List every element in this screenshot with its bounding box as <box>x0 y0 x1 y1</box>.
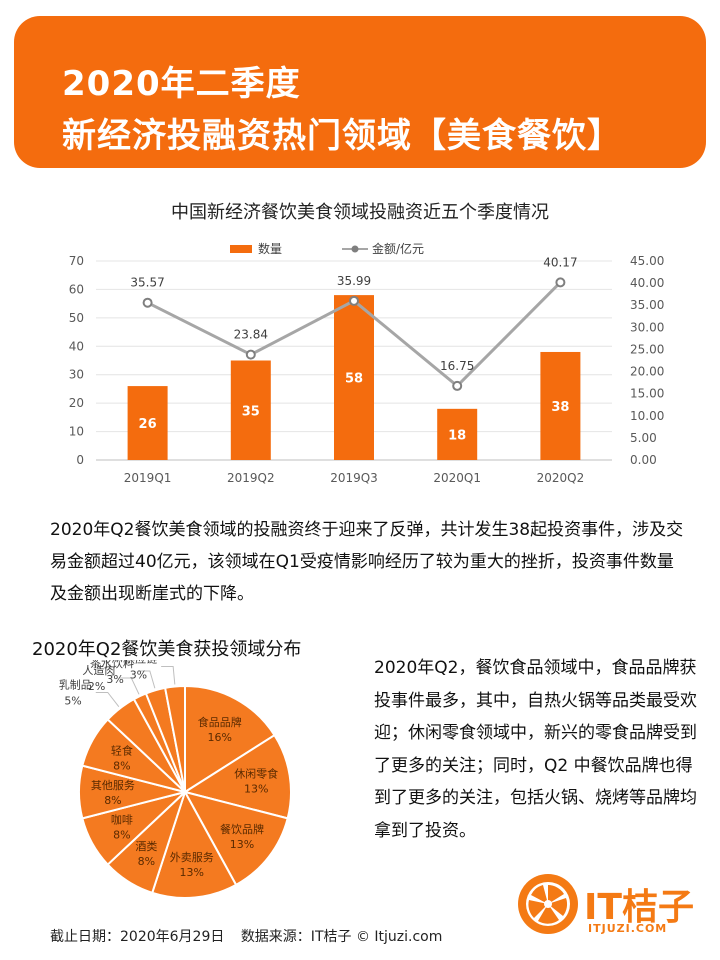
y-right-tick-label: 40.00 <box>630 276 664 290</box>
pie-pct: 3% <box>130 669 147 682</box>
y-right-tick-label: 45.00 <box>630 254 664 268</box>
y-left-tick-label: 30 <box>69 368 84 382</box>
pie-label: 其他服务 <box>91 779 135 792</box>
pie-pct: 8% <box>138 855 155 868</box>
line-point <box>452 380 463 391</box>
y-right-tick-label: 15.00 <box>630 387 664 401</box>
banner-title-line2: 新经济投融资热门领域【美食餐饮】 <box>62 116 622 156</box>
y-left-tick-label: 10 <box>69 425 84 439</box>
analysis-paragraph-1: 2020年Q2餐饮美食领域的投融资终于迎来了反弹，共计发生38起投资事件，涉及交… <box>50 520 684 604</box>
legend-label-count: 数量 <box>258 241 282 256</box>
pie-label: 乳制品 <box>59 678 92 691</box>
y-right-tick-label: 30.00 <box>630 320 664 334</box>
y-left-tick-label: 50 <box>69 311 84 325</box>
pie-pct: 3% <box>106 673 123 686</box>
line-point <box>245 349 256 360</box>
footer: 截止日期：2020年6月29日 数据来源：IT桔子 © Itjuzi.com <box>50 926 454 946</box>
line-point <box>142 297 153 308</box>
pie-label: 酒类 <box>135 839 157 853</box>
pie-label: 外卖服务 <box>170 851 214 864</box>
line-value-label: 40.17 <box>543 255 577 269</box>
orange-logo-icon <box>518 874 578 934</box>
y-left-tick-label: 70 <box>69 254 84 268</box>
logo-domain: ITJUZI.COM <box>588 922 668 935</box>
combo-chart-title: 中国新经济餐饮美食领域投融资近五个季度情况 <box>171 202 549 223</box>
pie-pct: 13% <box>180 866 204 879</box>
y-right-tick-label: 20.00 <box>630 365 664 379</box>
footer-source: 数据来源：IT桔子 © Itjuzi.com <box>240 929 443 945</box>
pie-label: 休闲零食 <box>234 767 278 781</box>
pie-label: 茶水饮料 <box>90 660 134 670</box>
x-tick-label: 2019Q1 <box>124 471 172 485</box>
line-value-label: 23.84 <box>234 328 268 342</box>
footer-date: 截止日期：2020年6月29日 <box>50 929 225 945</box>
x-tick-label: 2020Q2 <box>537 471 585 485</box>
line-value-label: 35.57 <box>130 276 164 290</box>
pie-pct: 16% <box>207 731 231 744</box>
banner-title-line1: 2020年二季度 <box>62 64 301 104</box>
bar-value-label: 26 <box>139 417 157 432</box>
pie-pct: 5% <box>64 694 81 707</box>
logo-name: IT桔子 <box>584 887 694 928</box>
pie-label: 食品品牌 <box>198 715 242 729</box>
pie-slice-食品品牌 <box>184 684 276 794</box>
y-left-tick-label: 60 <box>69 282 84 296</box>
bar-value-label: 58 <box>345 372 363 387</box>
y-right-tick-label: 5.00 <box>630 431 657 445</box>
y-left-tick-label: 0 <box>76 453 84 467</box>
pie-label: 人造肉 <box>82 663 115 677</box>
pie-pct: 13% <box>230 838 254 851</box>
y-left-tick-label: 20 <box>69 396 84 410</box>
bar-value-label: 18 <box>448 428 466 443</box>
pie-slice-外卖服务 <box>150 789 238 899</box>
bar-value-label: 38 <box>551 400 569 415</box>
legend-marker <box>351 245 359 253</box>
y-left-tick-label: 40 <box>69 339 84 353</box>
title-banner: 2020年二季度 新经济投融资热门领域【美食餐饮】 <box>14 16 706 168</box>
legend-swatch-bar <box>230 245 252 253</box>
pie-chart: 食品品牌 16% 休闲零食 13% 餐饮品牌 13% 外卖服务 13% 酒类 8% 咖啡 8% 其他服务… <box>59 660 292 899</box>
combo-chart: 0 10 20 30 40 50 60 70 0.00 5.00 10.00 15.00 20.00 25… <box>69 241 665 485</box>
x-tick-label: 2019Q3 <box>330 471 378 485</box>
bar-value-label: 35 <box>242 404 260 419</box>
pie-label: 供应链 <box>124 660 157 666</box>
line-value-label: 16.75 <box>440 359 474 373</box>
line-point <box>349 295 359 306</box>
line-point <box>555 277 566 288</box>
y-right-tick-label: 25.00 <box>630 342 664 356</box>
y-right-tick-label: 0.00 <box>630 453 657 467</box>
bar-2020Q2 <box>540 351 581 460</box>
pie-leader-line <box>161 666 176 685</box>
pie-slice-休闲零食 <box>182 733 292 820</box>
pie-pct: 8% <box>113 829 130 842</box>
y-right-tick-label: 10.00 <box>630 409 664 423</box>
pie-leader-line <box>137 670 156 689</box>
line-value-label: 35.99 <box>337 274 371 288</box>
pie-leader-line <box>119 677 140 695</box>
pie-label: 轻食 <box>111 743 133 757</box>
pie-slice-餐饮品牌 <box>183 790 289 887</box>
pie-pct: 8% <box>104 794 121 807</box>
bar-2019Q3 <box>334 295 374 460</box>
legend-label-amount: 金额/亿元 <box>372 241 424 256</box>
bar-2019Q1 <box>127 386 168 460</box>
y-right-tick-label: 35.00 <box>630 298 664 312</box>
pie-label: 咖啡 <box>111 813 133 827</box>
bar-2019Q2 <box>230 360 271 460</box>
pie-slice-供应链 <box>163 684 186 793</box>
pie-pct: 2% <box>88 680 105 693</box>
pie-label: 餐饮品牌 <box>220 822 264 836</box>
pie-pct: 8% <box>113 759 130 772</box>
x-tick-label: 2020Q1 <box>433 471 481 485</box>
pie-leader-line <box>95 691 120 707</box>
bar-2020Q1 <box>437 408 478 460</box>
x-tick-label: 2019Q2 <box>227 471 275 485</box>
pie-chart-title: 2020年Q2餐饮美食获投领域分布 <box>32 639 302 660</box>
pie-pct: 13% <box>244 783 268 796</box>
analysis-paragraph-2: 2020年Q2，餐饮食品领域中，食品品牌获投事件最多，其中，自热火锅等品类最受欢… <box>374 658 697 841</box>
